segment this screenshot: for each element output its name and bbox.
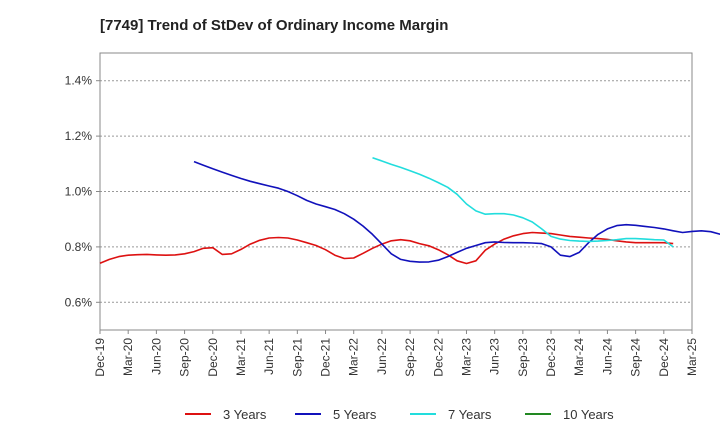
x-tick-label: Dec-19 [93,338,107,377]
x-tick-label: Jun-24 [600,338,614,375]
grid-lines [100,80,692,303]
y-axis: 0.6% 0.8% 1.0% 1.2% 1.4% [65,74,100,309]
x-tick-label: Jun-22 [375,338,389,375]
x-tick-label: Sep-23 [516,338,530,377]
series-line-7-years [372,156,674,248]
x-tick-label: Sep-20 [178,338,192,377]
y-tick-label: 0.6% [65,295,93,309]
legend-label: 3 Years [223,407,267,422]
x-tick-label: Mar-22 [347,338,361,376]
y-tick-label: 1.0% [65,185,93,199]
x-tick-label: Mar-21 [234,338,248,376]
x-tick-label: Mar-24 [572,338,586,376]
x-tick-label: Dec-22 [431,338,445,377]
x-tick-label: Sep-21 [290,338,304,377]
y-tick-label: 1.2% [65,129,93,143]
x-tick-label: Mar-25 [685,338,699,376]
x-tick-label: Sep-22 [403,338,417,377]
legend: 3 Years 5 Years 7 Years 10 Years [185,407,614,422]
x-tick-label: Dec-24 [657,338,671,377]
x-tick-label: Mar-23 [459,338,473,376]
y-tick-label: 1.4% [65,74,93,88]
x-tick-label: Mar-20 [121,338,135,376]
x-tick-label: Dec-20 [206,338,220,377]
x-tick-label: Jun-23 [488,338,502,375]
legend-label: 10 Years [563,407,614,422]
series-line-5-years [193,160,720,263]
x-tick-label: Dec-23 [544,338,558,377]
x-tick-label: Sep-24 [629,338,643,377]
legend-label: 7 Years [448,407,492,422]
series-line-3-years [99,231,674,265]
y-tick-label: 0.8% [65,240,93,254]
chart-title: [7749] Trend of StDev of Ordinary Income… [100,17,448,34]
series-lines [99,156,720,265]
legend-label: 5 Years [333,407,377,422]
x-tick-label: Dec-21 [319,338,333,377]
x-tick-label: Jun-20 [149,338,163,375]
x-axis: Dec-19 Mar-20 Jun-20 Sep-20 Dec-20 Mar-21 Jun-… [93,330,699,377]
x-tick-label: Jun-21 [262,338,276,375]
